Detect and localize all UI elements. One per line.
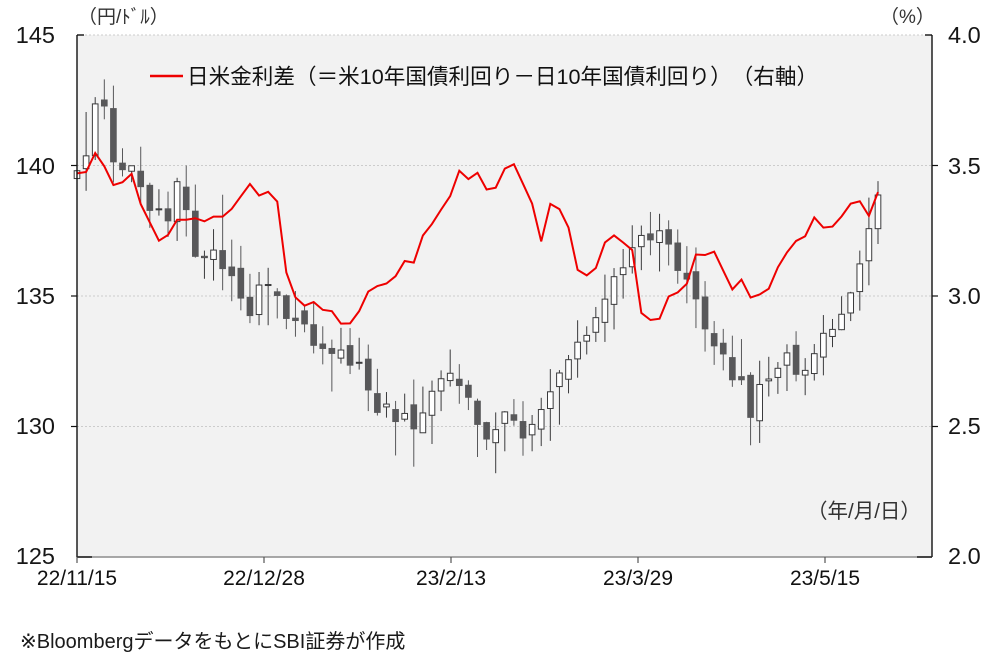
svg-text:日米金利差（＝米10年国債利回り－日10年国債利回り） （右: 日米金利差（＝米10年国債利回り－日10年国債利回り） （右軸） bbox=[187, 64, 818, 89]
svg-text:140: 140 bbox=[16, 153, 55, 179]
svg-text:（年/月/日）: （年/月/日） bbox=[807, 500, 921, 523]
svg-text:4.0: 4.0 bbox=[948, 22, 981, 48]
svg-text:3.0: 3.0 bbox=[948, 283, 981, 309]
svg-text:（%）: （%） bbox=[880, 6, 935, 28]
svg-text:125: 125 bbox=[16, 543, 55, 569]
svg-text:（円/ﾄﾞﾙ）: （円/ﾄﾞﾙ） bbox=[78, 6, 169, 28]
svg-text:2.0: 2.0 bbox=[948, 543, 981, 569]
svg-text:23/5/15: 23/5/15 bbox=[790, 567, 860, 590]
svg-text:2.5: 2.5 bbox=[948, 413, 981, 439]
svg-text:23/2/13: 23/2/13 bbox=[416, 567, 486, 590]
svg-text:22/12/28: 22/12/28 bbox=[223, 567, 305, 590]
svg-text:23/3/29: 23/3/29 bbox=[603, 567, 673, 590]
svg-text:145: 145 bbox=[16, 22, 55, 48]
svg-text:※BloombergデータをもとにSBI証券が作成: ※BloombergデータをもとにSBI証券が作成 bbox=[20, 630, 405, 653]
svg-text:3.5: 3.5 bbox=[948, 153, 981, 179]
svg-text:130: 130 bbox=[16, 413, 55, 439]
svg-text:22/11/15: 22/11/15 bbox=[37, 567, 117, 590]
svg-text:135: 135 bbox=[16, 283, 55, 309]
